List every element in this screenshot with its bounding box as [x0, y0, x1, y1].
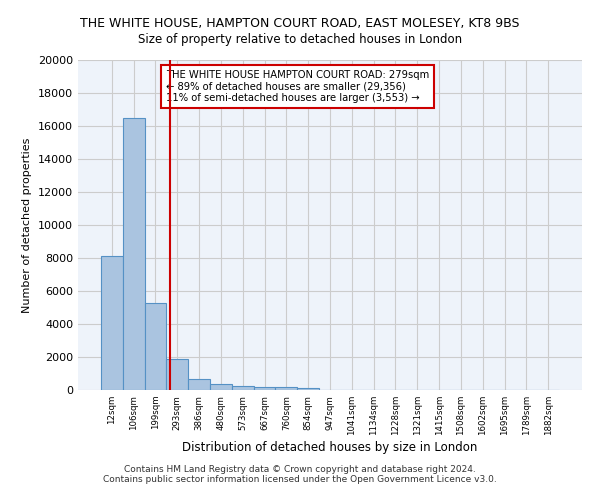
- Bar: [210, 384, 232, 390]
- Text: Size of property relative to detached houses in London: Size of property relative to detached ho…: [138, 32, 462, 46]
- Bar: [145, 302, 166, 390]
- Bar: [232, 386, 254, 390]
- Text: Contains HM Land Registry data © Crown copyright and database right 2024.: Contains HM Land Registry data © Crown c…: [124, 466, 476, 474]
- Text: THE WHITE HOUSE, HAMPTON COURT ROAD, EAST MOLESEY, KT8 9BS: THE WHITE HOUSE, HAMPTON COURT ROAD, EAS…: [80, 18, 520, 30]
- Bar: [101, 256, 123, 390]
- Bar: [275, 387, 297, 390]
- Y-axis label: Number of detached properties: Number of detached properties: [22, 138, 32, 312]
- Text: Contains public sector information licensed under the Open Government Licence v3: Contains public sector information licen…: [103, 476, 497, 484]
- Bar: [297, 388, 319, 390]
- Bar: [254, 386, 275, 390]
- Bar: [166, 360, 188, 390]
- Text: THE WHITE HOUSE HAMPTON COURT ROAD: 279sqm
← 89% of detached houses are smaller : THE WHITE HOUSE HAMPTON COURT ROAD: 279s…: [166, 70, 430, 103]
- Bar: [188, 380, 210, 390]
- Bar: [123, 118, 145, 390]
- X-axis label: Distribution of detached houses by size in London: Distribution of detached houses by size …: [182, 441, 478, 454]
